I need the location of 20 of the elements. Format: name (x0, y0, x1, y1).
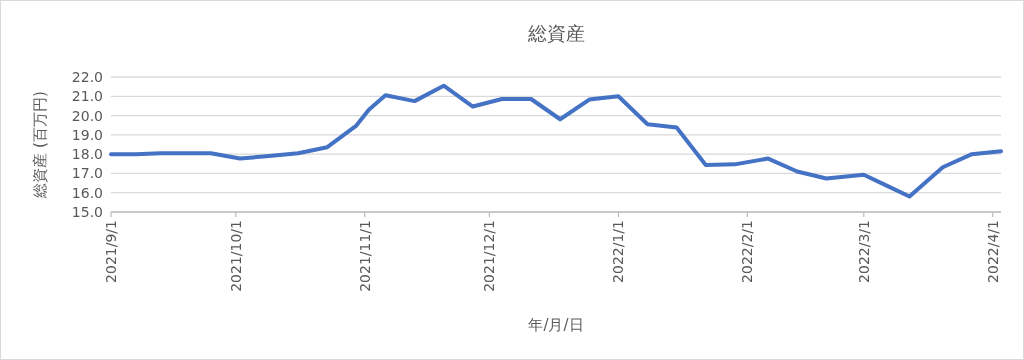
y-tick-label: 22.0 (71, 69, 103, 85)
x-tick-label: 2021/10/1 (227, 220, 244, 292)
x-axis-title: 年/月/日 (528, 316, 584, 334)
y-tick-label: 16.0 (71, 184, 103, 201)
y-tick-label: 18.0 (71, 146, 103, 163)
line-series (109, 83, 1003, 199)
x-tick-label: 2021/12/1 (481, 220, 498, 292)
y-tick-label: 19.0 (71, 126, 103, 143)
x-tick-label: 2022/3/1 (855, 220, 872, 283)
x-tick-label: 2022/4/1 (984, 220, 1001, 283)
y-tick-label: 21.0 (71, 88, 103, 105)
x-tick-label: 2022/1/1 (610, 220, 627, 283)
y-tick-label: 17.0 (71, 165, 103, 182)
y-tick-label: 20.0 (71, 107, 103, 124)
y-tick-label: 15.0 (71, 204, 103, 220)
x-tick-label: 2021/9/1 (103, 220, 119, 283)
x-tick-label: 2022/2/1 (739, 220, 756, 283)
y-axis-title: 総資産 (百万円) (31, 91, 49, 199)
x-tick-label: 2021/11/1 (356, 220, 373, 292)
chart-title: 総資産 (526, 22, 585, 44)
